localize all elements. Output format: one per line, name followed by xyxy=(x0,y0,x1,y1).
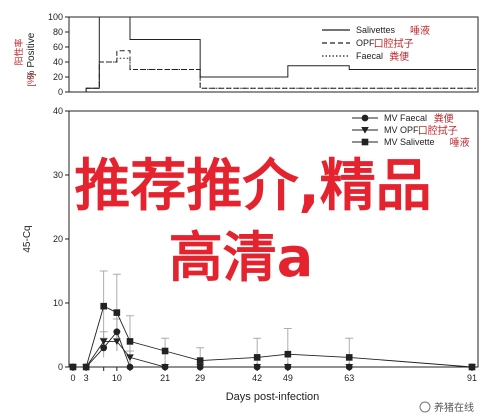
panel2-point-mv-opf xyxy=(253,364,261,371)
panel2-ytick-label: 10 xyxy=(53,298,63,308)
panel2-point-mv-opf xyxy=(345,364,354,371)
panel2-xtick-label: 10 xyxy=(112,373,122,383)
panel2-xtick-label: 21 xyxy=(160,373,170,383)
panel2-legend-label: MV Faecal xyxy=(384,113,427,123)
panel1-legend-label-cn: 粪便 xyxy=(389,50,409,63)
panel1-legend-label-cn: 唾液 xyxy=(410,24,430,37)
panel-positive-rate: 0 20 40 60 80 100 阳性率 % Positive [%] Salivett… xyxy=(13,12,479,97)
panel2-legend-marker xyxy=(361,138,369,146)
panel2-point-mv-faecal xyxy=(113,328,121,336)
panel2-xtick-label: 49 xyxy=(283,373,293,383)
panel2-ytick-label: 20 xyxy=(53,234,63,244)
panel2-ytick-label: 40 xyxy=(53,106,63,116)
panel2-point-mv-opf xyxy=(284,364,292,371)
panel1-ytick-label: 80 xyxy=(53,27,63,37)
panel2-series-mv-opf xyxy=(73,340,472,368)
panel2-point-mv-salivette xyxy=(253,354,261,361)
panel2-point-mv-salivette xyxy=(126,338,134,345)
panel1-ytick-label: 100 xyxy=(48,12,63,22)
panel1-legend-label: OPF xyxy=(356,38,375,48)
watermark-logo-icon xyxy=(419,401,431,413)
panel1-ytick-label: 40 xyxy=(53,57,63,67)
panel1-ylabel-unit: [%] xyxy=(26,73,36,86)
panel2-ytick-label: 0 xyxy=(58,362,63,372)
panel2-legend-label: MV OPF xyxy=(384,125,419,135)
panel2-point-mv-faecal xyxy=(126,363,134,371)
panel2-xlabel: Days post-infection xyxy=(226,391,320,403)
panel2-xtick-label: 63 xyxy=(344,373,354,383)
panel2-point-mv-salivette xyxy=(345,354,353,361)
panel2-point-mv-faecal xyxy=(100,344,108,352)
panel2-point-mv-salivette xyxy=(284,350,292,358)
panel2-ytick-label: 30 xyxy=(53,170,63,180)
watermark: 养猪在线 xyxy=(419,401,474,414)
panel2-point-mv-opf xyxy=(196,364,204,371)
panel2-point-mv-opf xyxy=(161,364,169,371)
panel1-legend-label: Salivettes xyxy=(356,25,396,35)
panel2-xtick-label: 42 xyxy=(252,373,262,383)
overlay-line-1: 推荐推介,精品 xyxy=(74,154,431,219)
overlay-line-2: 高清a xyxy=(169,226,313,289)
panel2-xtick-label: 91 xyxy=(467,373,477,383)
panel2-point-mv-salivette xyxy=(82,363,90,371)
panel1-ylabel: % Positive xyxy=(26,32,37,79)
panel2-point-mv-salivette xyxy=(468,363,476,371)
panel2-legend-marker xyxy=(361,114,369,122)
panel1-legend-label: Faecal xyxy=(356,51,383,61)
panel2-point-mv-salivette xyxy=(69,363,77,371)
panel1-series-faecal xyxy=(73,57,476,93)
panel1-frame xyxy=(68,16,479,93)
panel2-point-mv-salivette xyxy=(100,302,107,310)
panel2-legend-label-cn: 粪便 xyxy=(434,112,454,125)
panel2-point-mv-opf xyxy=(126,354,134,361)
panel2-xtick-label: 3 xyxy=(84,373,89,383)
panel2-point-mv-salivette xyxy=(113,309,121,316)
panel1-legend-label-cn: 口腔拭子 xyxy=(374,37,414,50)
panel2-legend-marker xyxy=(361,127,369,134)
panel2-point-mv-opf xyxy=(99,338,108,345)
panel1-series-opf xyxy=(73,50,476,93)
panel2-point-mv-opf xyxy=(113,338,121,345)
panel2-xtick-label: 29 xyxy=(195,373,205,383)
panel2-ylabel: 45-Cq xyxy=(22,225,33,252)
panel2-point-mv-salivette xyxy=(161,347,169,355)
panel2-legend-label-cn: 口腔拭子 xyxy=(418,124,458,137)
panel1-ytick-label: 0 xyxy=(58,87,63,97)
panel2-legend-label-cn: 唾液 xyxy=(450,136,470,149)
panel1-ylabel-cn: 阳性率 xyxy=(13,38,24,65)
panel2-point-mv-salivette xyxy=(196,357,204,364)
panel2-legend-label: MV Salivette xyxy=(384,137,435,147)
watermark-text: 养猪在线 xyxy=(434,401,474,414)
panel1-ytick-label: 60 xyxy=(53,42,63,52)
panel2-series-mv-faecal xyxy=(73,330,472,368)
panel1-ytick-label: 20 xyxy=(53,72,63,82)
panel2-xtick-label: 0 xyxy=(70,373,75,383)
